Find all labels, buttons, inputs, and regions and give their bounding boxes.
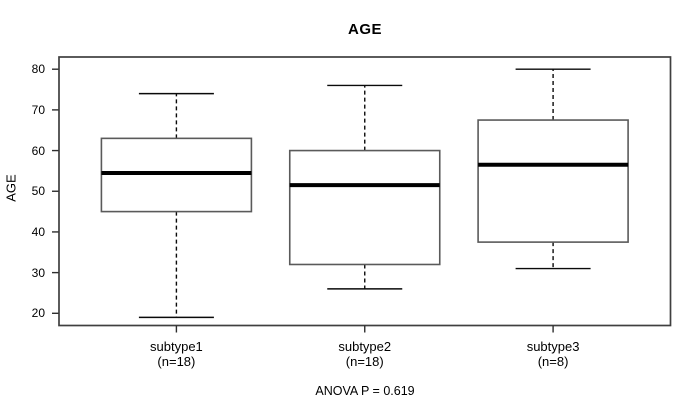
iqr-box [100, 137, 253, 213]
y-tick-label: 30 [31, 265, 45, 280]
y-tick-label: 40 [31, 224, 45, 239]
x-category-label: subtype1 (n=18) [106, 339, 246, 369]
chart-title: AGE [347, 21, 382, 38]
x-category-label: subtype2 (n=18) [295, 339, 435, 369]
iqr-box [288, 149, 441, 266]
iqr-box [477, 119, 629, 243]
y-tick-label: 20 [31, 306, 45, 321]
y-tick-label: 50 [31, 184, 45, 199]
y-tick-label: 80 [31, 62, 45, 77]
x-category-name: subtype2 [338, 339, 392, 354]
anova-p-annotation: ANOVA P = 0.619 [315, 384, 415, 398]
y-tick-label: 60 [31, 143, 45, 158]
y-tick-label: 70 [31, 102, 45, 117]
x-category-count: (n=18) [345, 354, 384, 369]
x-category-name: subtype1 [150, 339, 203, 354]
x-category-name: subtype3 [526, 339, 580, 354]
x-category-count: (n=8) [537, 354, 569, 369]
x-category-count: (n=18) [157, 354, 196, 369]
x-category-label: subtype3 (n=8) [483, 339, 623, 369]
